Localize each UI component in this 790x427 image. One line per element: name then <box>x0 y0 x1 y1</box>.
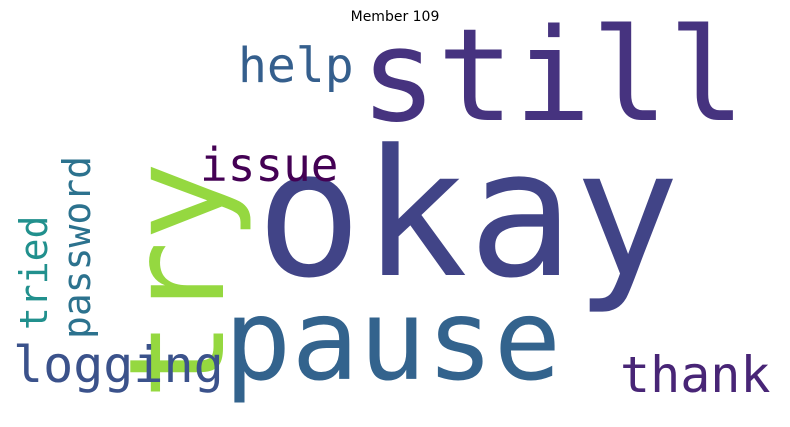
word-okay: okay <box>256 112 680 317</box>
word-still: still <box>360 2 746 151</box>
figure-title: Member 109 <box>350 9 440 25</box>
word-password: password <box>55 155 99 339</box>
word-help: help <box>238 38 354 94</box>
word-pause: pause <box>224 276 562 406</box>
word-logging: logging <box>13 336 224 394</box>
word-thank: thank <box>620 346 771 404</box>
word-tried: tried <box>12 215 56 330</box>
word-issue: issue <box>200 138 339 192</box>
